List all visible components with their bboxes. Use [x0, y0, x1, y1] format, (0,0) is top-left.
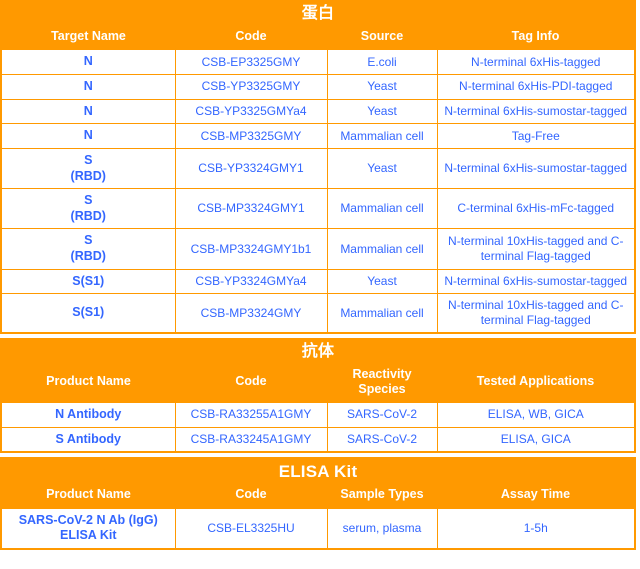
cell-source: E.coli [326, 49, 438, 75]
cell-target-name: S (RBD) [2, 228, 176, 270]
cell-target-name: S (RBD) [2, 147, 176, 190]
table-row: N CSB-YP3325GMYa4 Yeast N-terminal 6xHis… [2, 98, 634, 125]
table-row: N CSB-MP3325GMY Mammalian cell Tag-Free [2, 123, 634, 149]
cell-tag-info: N-terminal 10xHis-tagged and C-terminal … [436, 293, 634, 333]
cell-tag-info: N-terminal 6xHis-sumostar-tagged [436, 98, 634, 125]
section-title-protein: 蛋白 [2, 2, 634, 25]
table-row: N CSB-EP3325GMY E.coli N-terminal 6xHis-… [2, 49, 634, 75]
column-header-product-name: Product Name [2, 483, 175, 509]
cell-target-name: N [2, 98, 176, 125]
column-header-source: Source [327, 25, 437, 50]
table-header-row: Target Name Code Source Tag Info [2, 25, 634, 50]
section-title-antibody: 抗体 [2, 340, 634, 364]
cell-source: Yeast [326, 98, 438, 125]
cell-sample-types: serum, plasma [326, 507, 438, 548]
cell-tag-info: N-terminal 6xHis-sumostar-tagged [436, 268, 634, 295]
cell-target-name: S(S1) [2, 293, 176, 333]
table-header-row: Product Name Code Reactivity Species Tes… [2, 363, 634, 403]
table-row: S(S1) CSB-MP3324GMY Mammalian cell N-ter… [2, 293, 634, 333]
column-header-assay-time: Assay Time [437, 483, 634, 509]
cell-code: CSB-RA33255A1GMY [174, 402, 328, 428]
cell-code: CSB-MP3325GMY [174, 123, 328, 149]
cell-product-name: N Antibody [2, 402, 176, 428]
cell-assay-time: 1-5h [436, 507, 634, 548]
cell-code: CSB-EL3325HU [174, 507, 328, 548]
table-row: S (RBD) CSB-MP3324GMY1 Mammalian cell C-… [2, 188, 634, 230]
section-title-elisa-kit: ELISA Kit [2, 459, 634, 484]
cell-tag-info: C-terminal 6xHis-mFc-tagged [436, 188, 634, 230]
cell-tag-info: N-terminal 6xHis-tagged [436, 49, 634, 75]
table-row: N Antibody CSB-RA33255A1GMY SARS-CoV-2 E… [2, 402, 634, 428]
column-header-code: Code [175, 363, 327, 403]
cell-tag-info: Tag-Free [436, 123, 634, 149]
column-header-tested-applications: Tested Applications [437, 363, 634, 403]
table-row: S (RBD) CSB-MP3324GMY1b1 Mammalian cell … [2, 228, 634, 270]
cell-source: Mammalian cell [326, 188, 438, 230]
cell-source: Yeast [326, 147, 438, 190]
table-header-row: Product Name Code Sample Types Assay Tim… [2, 483, 634, 509]
cell-target-name: S(S1) [2, 268, 176, 295]
cell-source: Mammalian cell [326, 123, 438, 149]
column-header-code: Code [175, 25, 327, 50]
cell-tested-applications: ELISA, GICA [436, 426, 634, 452]
cell-code: CSB-RA33245A1GMY [174, 426, 328, 452]
column-header-code: Code [175, 483, 327, 509]
cell-source: Mammalian cell [326, 228, 438, 270]
cell-source: Yeast [326, 74, 438, 100]
cell-code: CSB-YP3324GMYa4 [174, 268, 328, 295]
column-header-sample-types: Sample Types [327, 483, 437, 509]
cell-code: CSB-MP3324GMY [174, 293, 328, 333]
table-row: SARS-CoV-2 N Ab (IgG) ELISA Kit CSB-EL33… [2, 507, 634, 548]
section-protein: 蛋白 Target Name Code Source Tag Info N CS… [0, 0, 636, 335]
cell-source: Yeast [326, 268, 438, 295]
cell-product-name: SARS-CoV-2 N Ab (IgG) ELISA Kit [2, 507, 176, 548]
protein-table: Target Name Code Source Tag Info N CSB-E… [2, 25, 634, 333]
cell-target-name: S (RBD) [2, 188, 176, 230]
cell-target-name: N [2, 123, 176, 149]
cell-code: CSB-YP3325GMY [174, 74, 328, 100]
cell-tag-info: N-terminal 6xHis-sumostar-tagged [436, 147, 634, 190]
cell-code: CSB-EP3325GMY [174, 49, 328, 75]
cell-code: CSB-MP3324GMY1b1 [174, 228, 328, 270]
cell-reactivity-species: SARS-CoV-2 [326, 426, 438, 452]
table-row: S (RBD) CSB-YP3324GMY1 Yeast N-terminal … [2, 147, 634, 190]
table-row: S Antibody CSB-RA33245A1GMY SARS-CoV-2 E… [2, 426, 634, 452]
cell-tested-applications: ELISA, WB, GICA [436, 402, 634, 428]
cell-code: CSB-YP3325GMYa4 [174, 98, 328, 125]
cell-code: CSB-MP3324GMY1 [174, 188, 328, 230]
antibody-table: Product Name Code Reactivity Species Tes… [2, 363, 634, 452]
table-row: N CSB-YP3325GMY Yeast N-terminal 6xHis-P… [2, 74, 634, 100]
section-elisa-kit: ELISA Kit Product Name Code Sample Types… [0, 457, 636, 550]
cell-code: CSB-YP3324GMY1 [174, 147, 328, 190]
column-header-reactivity-species: Reactivity Species [327, 363, 437, 403]
column-header-tag-info: Tag Info [437, 25, 634, 50]
elisa-kit-table: Product Name Code Sample Types Assay Tim… [2, 483, 634, 548]
column-header-product-name: Product Name [2, 363, 175, 403]
cell-product-name: S Antibody [2, 426, 176, 452]
cell-target-name: N [2, 74, 176, 100]
cell-target-name: N [2, 49, 176, 75]
section-antibody: 抗体 Product Name Code Reactivity Species … [0, 338, 636, 454]
table-row: S(S1) CSB-YP3324GMYa4 Yeast N-terminal 6… [2, 268, 634, 295]
column-header-target-name: Target Name [2, 25, 175, 50]
cell-tag-info: N-terminal 6xHis-PDI-tagged [436, 74, 634, 100]
cell-tag-info: N-terminal 10xHis-tagged and C-terminal … [436, 228, 634, 270]
cell-source: Mammalian cell [326, 293, 438, 333]
cell-reactivity-species: SARS-CoV-2 [326, 402, 438, 428]
